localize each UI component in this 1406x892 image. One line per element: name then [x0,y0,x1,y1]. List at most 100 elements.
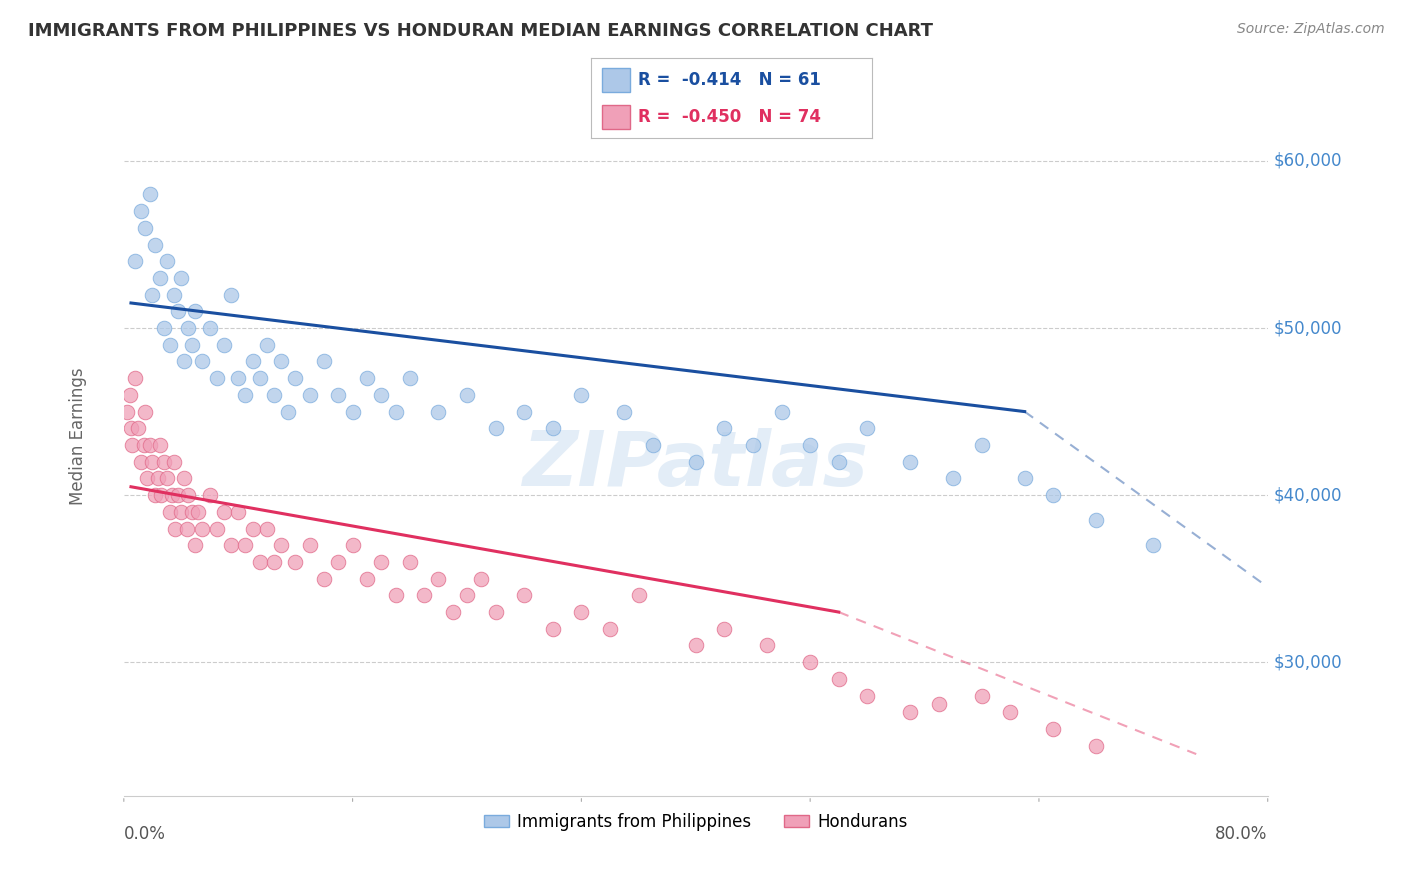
Point [170,505,193,519]
Text: 80.0%: 80.0% [1215,824,1268,843]
Point [942,471,965,485]
Point [141,287,163,301]
Point [170,271,193,285]
Point [970,689,993,703]
Point [384,404,406,418]
Point [127,421,149,435]
Point [212,337,235,351]
Point [1042,722,1064,736]
Text: $30,000: $30,000 [1274,653,1343,671]
Text: $40,000: $40,000 [1274,486,1341,504]
Point [398,371,420,385]
Text: $50,000: $50,000 [1274,319,1341,337]
Point [799,655,821,669]
Point [159,337,181,351]
Point [456,388,478,402]
Point [263,388,285,402]
Point [138,438,160,452]
Point [1085,739,1108,753]
Text: R =  -0.450   N = 74: R = -0.450 N = 74 [638,108,821,126]
Point [641,438,664,452]
Point [284,371,307,385]
Point [205,371,228,385]
Point [342,404,364,418]
Point [153,321,176,335]
Point [898,455,921,469]
Point [226,505,249,519]
Point [235,538,257,552]
Point [115,404,138,418]
Point [121,438,143,452]
Point [156,471,179,485]
Point [284,555,307,569]
Point [148,438,170,452]
Point [427,404,450,418]
Point [173,354,195,368]
Point [212,505,235,519]
Point [1014,471,1036,485]
Point [384,588,406,602]
Point [173,471,195,485]
Point [856,689,879,703]
Point [129,204,152,219]
Point [770,404,793,418]
Point [141,455,163,469]
Text: 0.0%: 0.0% [124,824,166,843]
Point [167,304,190,318]
Point [328,555,350,569]
Point [132,438,155,452]
Point [187,505,209,519]
Point [1000,706,1022,720]
Point [513,404,536,418]
Point [135,471,157,485]
Point [242,354,264,368]
Point [150,488,173,502]
Point [413,588,436,602]
Point [756,639,779,653]
Point [226,371,249,385]
Point [120,421,142,435]
Point [713,421,735,435]
Point [177,321,200,335]
Point [513,588,536,602]
Point [138,187,160,202]
Point [856,421,879,435]
Point [176,522,198,536]
Point [146,471,169,485]
Point [484,421,506,435]
Point [263,555,285,569]
Point [124,371,146,385]
Point [370,388,392,402]
Point [541,421,564,435]
Point [191,522,214,536]
Point [356,572,378,586]
Point [1042,488,1064,502]
Point [970,438,993,452]
Legend: Immigrants from Philippines, Hondurans: Immigrants from Philippines, Hondurans [477,806,915,838]
Point [163,287,186,301]
Point [828,455,851,469]
Point [242,522,264,536]
Point [256,522,278,536]
Point [270,354,292,368]
Point [713,622,735,636]
Point [256,337,278,351]
Point [167,488,190,502]
Point [124,254,146,268]
Text: IMMIGRANTS FROM PHILIPPINES VS HONDURAN MEDIAN EARNINGS CORRELATION CHART: IMMIGRANTS FROM PHILIPPINES VS HONDURAN … [28,22,934,40]
Point [205,522,228,536]
Point [184,538,207,552]
Point [928,697,950,711]
Point [571,605,593,619]
Point [470,572,492,586]
Point [134,404,156,418]
Point [156,254,179,268]
Text: R =  -0.414   N = 61: R = -0.414 N = 61 [638,70,821,88]
Point [191,354,214,368]
Point [165,522,187,536]
Point [613,404,636,418]
Point [235,388,257,402]
Point [828,672,851,686]
Point [898,706,921,720]
Point [342,538,364,552]
